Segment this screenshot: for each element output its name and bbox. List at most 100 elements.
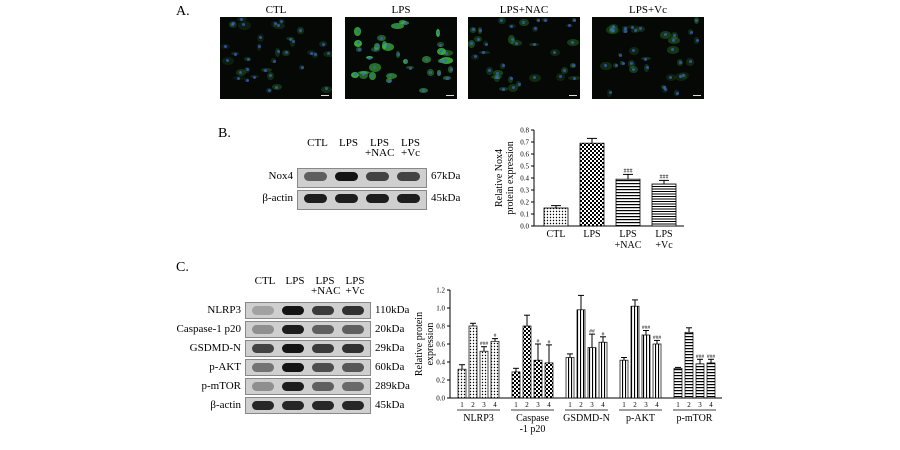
- molecular-weight: 289kDa: [375, 380, 410, 392]
- bar: [576, 309, 586, 399]
- x-group-label: p-mTOR: [677, 413, 713, 424]
- significance-mark: ###: [653, 335, 662, 341]
- nucleus-blue: [291, 40, 295, 43]
- blot-row-label: Caspase-1 p20: [176, 323, 241, 335]
- micrograph-title: LPS+Vc: [629, 4, 667, 16]
- nucleus-blue: [673, 34, 677, 38]
- micrograph-image: [220, 17, 332, 99]
- micrograph-title: CTL: [265, 4, 287, 16]
- lane-label: LPS +Vc: [400, 137, 421, 159]
- nucleus-blue: [273, 22, 277, 26]
- nucleus-blue: [309, 51, 313, 55]
- nucleus-blue: [439, 60, 443, 64]
- nucleus-blue: [230, 23, 234, 27]
- x-subcategory-label: 2: [471, 401, 475, 409]
- scale-bar: [569, 95, 577, 96]
- bar: [587, 347, 597, 399]
- y-tick-label: 0.3: [520, 187, 529, 195]
- x-group-label: p-AKT: [626, 413, 655, 424]
- nucleus-blue: [638, 27, 642, 31]
- nucleus-blue: [276, 50, 280, 54]
- blot-band: [252, 344, 274, 353]
- nucleus-blue: [672, 39, 676, 43]
- bar: [579, 142, 605, 227]
- nucleus-blue: [437, 31, 441, 35]
- nucleus-blue: [682, 73, 686, 77]
- x-subcategory-label: 3: [698, 401, 702, 409]
- molecular-weight: 110kDa: [375, 304, 410, 316]
- nucleus-blue: [645, 65, 649, 69]
- nucleus-blue: [300, 66, 304, 70]
- x-subcategory-label: 4: [493, 401, 497, 409]
- nucleus-blue: [324, 87, 328, 91]
- nucleus-blue: [403, 21, 407, 25]
- x-subcategory-label: 2: [633, 401, 637, 409]
- y-tick-label: 0.8: [436, 323, 445, 331]
- x-subcategory-label: 3: [482, 401, 486, 409]
- x-subcategory-label: 4: [655, 401, 659, 409]
- nucleus-blue: [397, 52, 400, 56]
- bar: [630, 305, 640, 399]
- nucleus-blue: [362, 72, 366, 76]
- y-tick-label: 1.0: [436, 305, 445, 313]
- blot-band: [397, 172, 420, 181]
- y-tick-label: 0.2: [436, 377, 445, 385]
- nucleus-blue: [630, 25, 634, 29]
- nucleus-blue: [237, 76, 241, 80]
- nucleus-blue: [357, 48, 361, 52]
- nucleus-blue: [644, 57, 648, 61]
- blot-row-label: p-AKT: [209, 361, 241, 373]
- blot-band: [312, 344, 334, 353]
- x-subcategory-label: 2: [525, 401, 529, 409]
- blot-strip: [245, 321, 371, 338]
- bar: [533, 359, 543, 399]
- blot-band: [397, 194, 420, 203]
- blot-row-label: NLRP3: [207, 304, 241, 316]
- nucleus-blue: [482, 51, 486, 55]
- nucleus-blue: [326, 52, 330, 56]
- bar: [652, 343, 662, 399]
- nucleus-blue: [630, 61, 634, 65]
- nucleus-blue: [408, 66, 412, 70]
- lane-label: LPS: [339, 137, 358, 149]
- blot-band: [342, 344, 364, 353]
- nucleus-blue: [449, 67, 453, 71]
- nucleus-blue: [631, 67, 635, 71]
- nucleus-blue: [246, 58, 250, 62]
- nucleus-blue: [425, 57, 429, 61]
- nucleus-blue: [624, 29, 628, 33]
- bar: [457, 368, 467, 399]
- nucleus-blue: [689, 30, 693, 34]
- nox4-bar-chart: 0.0 0.1 0.2 0.3 0.4 0.5 0.6 0.7 0.8 Relative Nox4…: [494, 127, 684, 251]
- nucleus-blue: [445, 77, 449, 81]
- nucleus-blue: [258, 45, 262, 49]
- nucleus-blue: [679, 75, 683, 79]
- blot-band: [312, 401, 334, 410]
- blot-band: [312, 382, 334, 391]
- nucleus-blue: [511, 86, 515, 90]
- nucleus-blue: [621, 61, 625, 65]
- nucleus-blue: [571, 64, 575, 68]
- nucleus-blue: [488, 68, 492, 72]
- blot-band: [366, 172, 389, 181]
- nucleus-blue: [669, 75, 673, 79]
- nucleus-blue: [252, 75, 256, 79]
- y-tick-label: 0.6: [520, 151, 529, 159]
- nucleus-blue: [279, 20, 283, 24]
- nucleus-blue: [494, 75, 498, 79]
- nucleus-blue: [376, 44, 380, 48]
- molecular-weight: 45kDa: [375, 399, 405, 411]
- x-subcategory-label: 3: [644, 401, 648, 409]
- x-category-label: LPS: [583, 229, 600, 240]
- y-tick-label: 1.2: [436, 287, 445, 295]
- bar: [673, 367, 683, 399]
- x-category-label: CTL: [547, 229, 566, 240]
- bar: [479, 350, 489, 399]
- nucleus-blue: [633, 29, 637, 33]
- blot-strip: [245, 397, 371, 414]
- nucleus-blue: [299, 28, 303, 32]
- blot-band: [342, 363, 364, 372]
- nucleus-blue: [284, 51, 288, 55]
- lane-label: LPS +NAC: [365, 137, 395, 159]
- nucleus-blue: [245, 79, 249, 83]
